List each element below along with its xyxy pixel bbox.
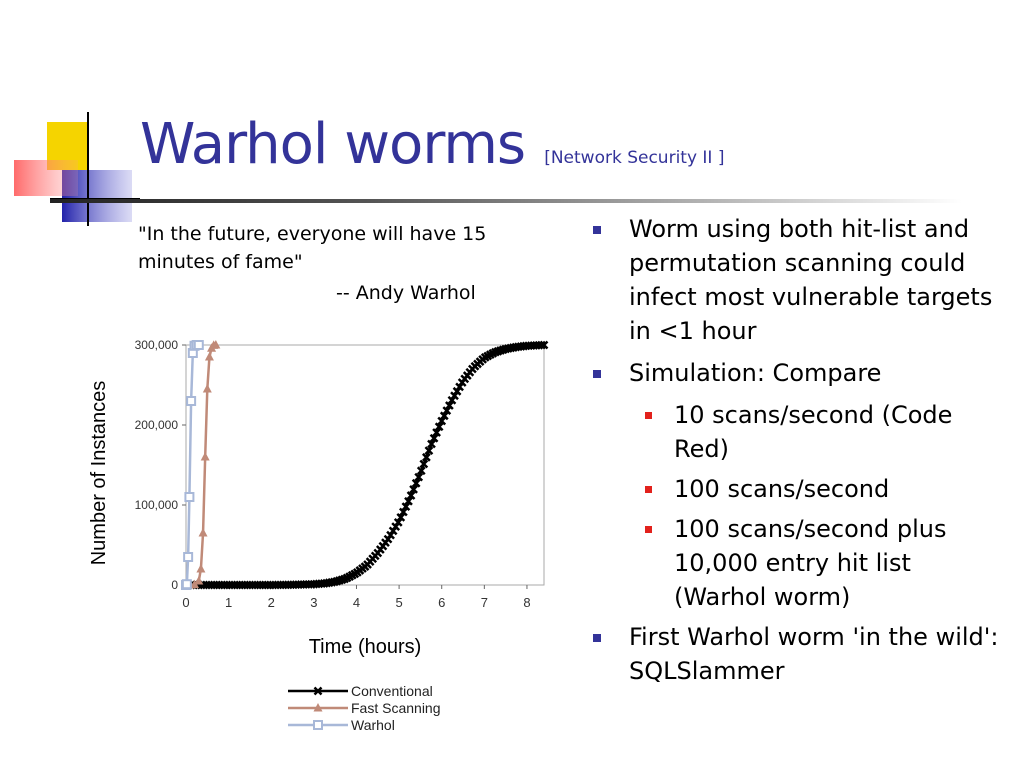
data-point-conventional	[414, 472, 424, 482]
slide-logo-decoration	[14, 112, 140, 226]
sub-bullet-item: 100 scans/second	[590, 472, 1010, 506]
data-point-fast-scanning	[190, 579, 200, 589]
sub-bullet-item: 100 scans/second plus 10,000 entry hit l…	[590, 512, 1010, 614]
data-point-conventional	[432, 428, 441, 437]
y-axis-label: Number of Instances	[88, 381, 110, 566]
data-point-conventional	[439, 411, 449, 421]
slide-title: Warhol worms	[140, 112, 526, 177]
x-tick-label: 6	[438, 595, 445, 610]
legend-label: Conventional	[351, 683, 433, 699]
data-point-conventional	[424, 446, 434, 455]
data-point-fast-scanning	[204, 352, 214, 361]
sub-bullet-item: 10 scans/second (Code Red)	[590, 398, 1010, 466]
data-point-conventional	[537, 340, 546, 350]
data-point-conventional	[396, 513, 406, 522]
data-point-conventional	[434, 422, 444, 432]
data-point-warhol	[181, 579, 192, 590]
data-point-fast-scanning	[194, 576, 204, 585]
data-point-conventional	[419, 459, 429, 469]
x-tick-label: 2	[268, 595, 275, 610]
slide-subtitle: [Network Security II ]	[544, 148, 725, 168]
data-point-fast-scanning	[211, 340, 221, 349]
data-point-conventional	[445, 401, 454, 410]
x-tick-label: 0	[182, 595, 189, 610]
legend-marker	[313, 703, 323, 712]
bullet-item: Worm using both hit-list and permutation…	[590, 212, 1010, 348]
data-point-warhol	[193, 340, 204, 350]
plot-frame	[185, 344, 545, 586]
legend-label: Warhol	[351, 717, 395, 733]
bullet-list: Worm using both hit-list and permutation…	[590, 212, 1010, 696]
data-point-warhol	[183, 552, 194, 562]
data-point-conventional	[450, 391, 459, 401]
data-point-fast-scanning	[200, 452, 210, 461]
data-point-conventional	[404, 496, 413, 506]
worm-spread-chart: 0 100,000 200,000 300,000 0 1 2 3 4 5 6 7 8 Time (hou…	[88, 338, 549, 733]
data-point-conventional	[401, 502, 411, 512]
data-point-conventional	[398, 507, 408, 517]
y-tick-label: 200,000	[135, 418, 179, 432]
y-tick-label: 0	[171, 578, 178, 592]
data-point-conventional	[421, 452, 431, 462]
data-point-conventional	[452, 386, 462, 396]
data-point-conventional	[427, 439, 436, 449]
x-tick-label: 5	[395, 595, 402, 610]
quote-text: "In the future, everyone will have 15 mi…	[138, 223, 487, 273]
legend-marker	[313, 720, 323, 730]
data-point-conventional	[411, 478, 421, 488]
slide-title-row: Warhol worms [Network Security II ]	[140, 112, 724, 177]
x-tick-label: 7	[481, 595, 488, 610]
x-tick-label: 8	[523, 595, 530, 610]
legend-label: Fast Scanning	[351, 700, 441, 716]
data-point-warhol	[184, 492, 195, 502]
quote-attribution: -- Andy Warhol	[336, 282, 476, 304]
data-point-fast-scanning	[196, 564, 206, 573]
data-point-fast-scanning	[198, 528, 208, 537]
data-point-conventional	[429, 433, 439, 443]
x-tick-label: 1	[225, 595, 232, 610]
data-point-fast-scanning	[202, 384, 212, 393]
data-point-conventional	[416, 466, 426, 476]
data-point-conventional	[539, 340, 549, 350]
y-tick-label: 300,000	[135, 338, 179, 352]
x-tick-label: 4	[353, 595, 360, 610]
bullet-item: First Warhol worm 'in the wild': SQLSlam…	[590, 620, 1010, 688]
data-point-conventional	[409, 485, 418, 494]
data-point-conventional	[455, 382, 464, 392]
title-divider	[50, 199, 962, 203]
legend-marker	[313, 686, 323, 696]
x-tick-label: 3	[310, 595, 317, 610]
data-point-warhol	[186, 396, 197, 406]
data-point-conventional	[406, 491, 416, 500]
bullet-item: Simulation: Compare	[590, 356, 1010, 390]
data-point-conventional	[437, 416, 447, 426]
x-axis-label: Time (hours)	[309, 636, 422, 658]
y-tick-label: 100,000	[135, 498, 179, 512]
data-point-conventional	[442, 406, 452, 416]
data-point-conventional	[447, 395, 457, 405]
data-point-conventional	[393, 518, 403, 527]
